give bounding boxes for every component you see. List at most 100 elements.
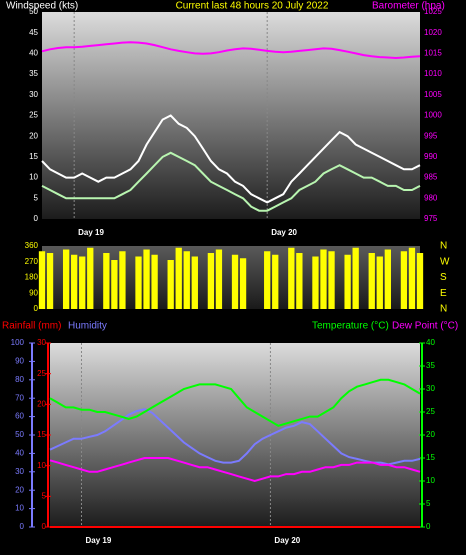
y3-tick-label: 20 — [15, 485, 24, 494]
y-tick-label: 50 — [29, 7, 38, 16]
y3-tick-label: 60 — [15, 412, 24, 421]
bar — [135, 256, 142, 309]
legend-label: Dew Point (°C) — [392, 321, 458, 332]
y2-tick-label: 1020 — [424, 28, 442, 37]
bar — [143, 249, 150, 309]
y3-tick-label: 50 — [15, 430, 24, 439]
y2-tick-label: 30 — [426, 384, 435, 393]
chart-title: Current last 48 hours 20 July 2022 — [176, 1, 329, 12]
y2-tick-label: 25 — [426, 407, 435, 416]
bar — [207, 253, 215, 309]
y-tick-label: 30 — [37, 338, 46, 347]
series-line — [41, 151, 421, 212]
bar — [215, 249, 223, 309]
y2-tick-label: 1005 — [424, 90, 442, 99]
x-tick-label: Day 20 — [271, 228, 297, 237]
bar — [400, 251, 408, 309]
bar — [79, 256, 86, 309]
y-tick-label: 20 — [29, 131, 38, 140]
series-line — [41, 114, 421, 204]
bar — [376, 256, 383, 309]
y-tick-label: 10 — [37, 461, 46, 470]
bar — [408, 247, 416, 309]
legend-label: Temperature (°C) — [312, 321, 389, 332]
y-tick-label: 25 — [37, 369, 46, 378]
y2-tick-label: 1010 — [424, 69, 442, 78]
bar — [38, 251, 46, 309]
bar — [239, 258, 247, 309]
y-tick-label: 45 — [29, 28, 38, 37]
y2-tick-label: 15 — [426, 453, 435, 462]
y2-tick-label: 980 — [424, 193, 438, 202]
y-tick-label: 15 — [29, 152, 38, 161]
y3-tick-label: 30 — [15, 467, 24, 476]
bar — [175, 247, 182, 309]
bar — [272, 254, 279, 309]
x-tick-label: Day 20 — [274, 536, 300, 545]
y3-tick-label: 100 — [11, 338, 25, 347]
y2-tick-label: N — [440, 241, 447, 252]
y2-tick-label: 1000 — [424, 111, 442, 120]
y-tick-label: 0 — [34, 304, 39, 313]
y2-tick-label: S — [440, 272, 447, 283]
y2-tick-label: 0 — [426, 522, 431, 531]
bar — [191, 256, 198, 309]
y-tick-label: 180 — [25, 273, 39, 282]
bar — [288, 247, 295, 309]
y2-tick-label: 5 — [426, 499, 431, 508]
bar — [384, 249, 391, 309]
bar — [328, 251, 335, 309]
y2-tick-label: 1015 — [424, 49, 442, 58]
y-tick-label: 90 — [29, 288, 38, 297]
bar — [167, 260, 174, 309]
y2-tick-label: N — [440, 304, 447, 315]
x-tick-label: Day 19 — [78, 228, 104, 237]
y-tick-label: 0 — [34, 214, 39, 223]
y2-tick-label: 1025 — [424, 7, 442, 16]
bar — [231, 254, 239, 309]
bar — [312, 256, 319, 309]
y2-tick-label: 985 — [424, 173, 438, 182]
bar — [416, 253, 424, 309]
bar — [103, 253, 110, 309]
y3-tick-label: 70 — [15, 393, 24, 402]
y2-tick-label: 990 — [424, 152, 438, 161]
y-tick-label: 20 — [37, 399, 46, 408]
bar — [111, 260, 118, 309]
y-tick-label: 40 — [29, 49, 38, 58]
plot-area — [42, 12, 420, 219]
y2-tick-label: 995 — [424, 131, 438, 140]
y-tick-label: 360 — [25, 241, 39, 250]
y3-tick-label: 0 — [20, 522, 25, 531]
bar — [151, 254, 158, 309]
y-tick-label: 5 — [34, 193, 39, 202]
y-tick-label: 270 — [25, 257, 39, 266]
bar — [264, 251, 271, 309]
y2-tick-label: 35 — [426, 361, 435, 370]
y-tick-label: 5 — [42, 491, 47, 500]
series-line — [49, 378, 421, 427]
y3-tick-label: 80 — [15, 375, 24, 384]
plot-area — [42, 246, 420, 309]
y-tick-label: 35 — [29, 69, 38, 78]
y2-tick-label: 10 — [426, 476, 435, 485]
y3-tick-label: 10 — [15, 504, 24, 513]
y2-tick-label: 20 — [426, 430, 435, 439]
bar — [320, 249, 327, 309]
y3-tick-label: 90 — [15, 357, 24, 366]
bar — [87, 247, 94, 309]
bar — [352, 247, 359, 309]
y2-axis-title: Barometer (hpa) — [372, 1, 445, 12]
x-tick-label: Day 19 — [85, 536, 111, 545]
series-line — [41, 41, 421, 60]
bar — [296, 253, 303, 309]
bar — [368, 253, 375, 309]
y2-tick-label: 40 — [426, 338, 435, 347]
series-line — [49, 457, 421, 483]
bar — [183, 251, 190, 309]
legend-label: Rainfall (mm) — [2, 321, 61, 332]
bar — [344, 254, 351, 309]
y3-tick-label: 40 — [15, 449, 24, 458]
bar — [46, 253, 54, 309]
